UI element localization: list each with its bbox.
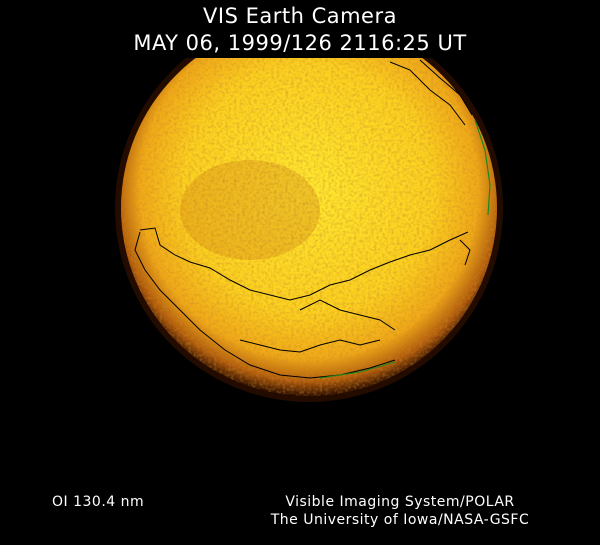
- image-title: VIS Earth Camera: [203, 4, 397, 28]
- filter-wavelength: OI 130.4 nm: [52, 494, 145, 510]
- image-timestamp: MAY 06, 1999/126 2116:25 UT: [133, 31, 467, 55]
- terminator-line: [474, 119, 491, 216]
- terminator-line-south: [319, 361, 396, 379]
- coastlines: [134, 59, 473, 379]
- institution-credit: The University of Iowa/NASA-GSFC: [270, 512, 530, 528]
- instrument-credit: Visible Imaging System/POLAR: [285, 494, 515, 510]
